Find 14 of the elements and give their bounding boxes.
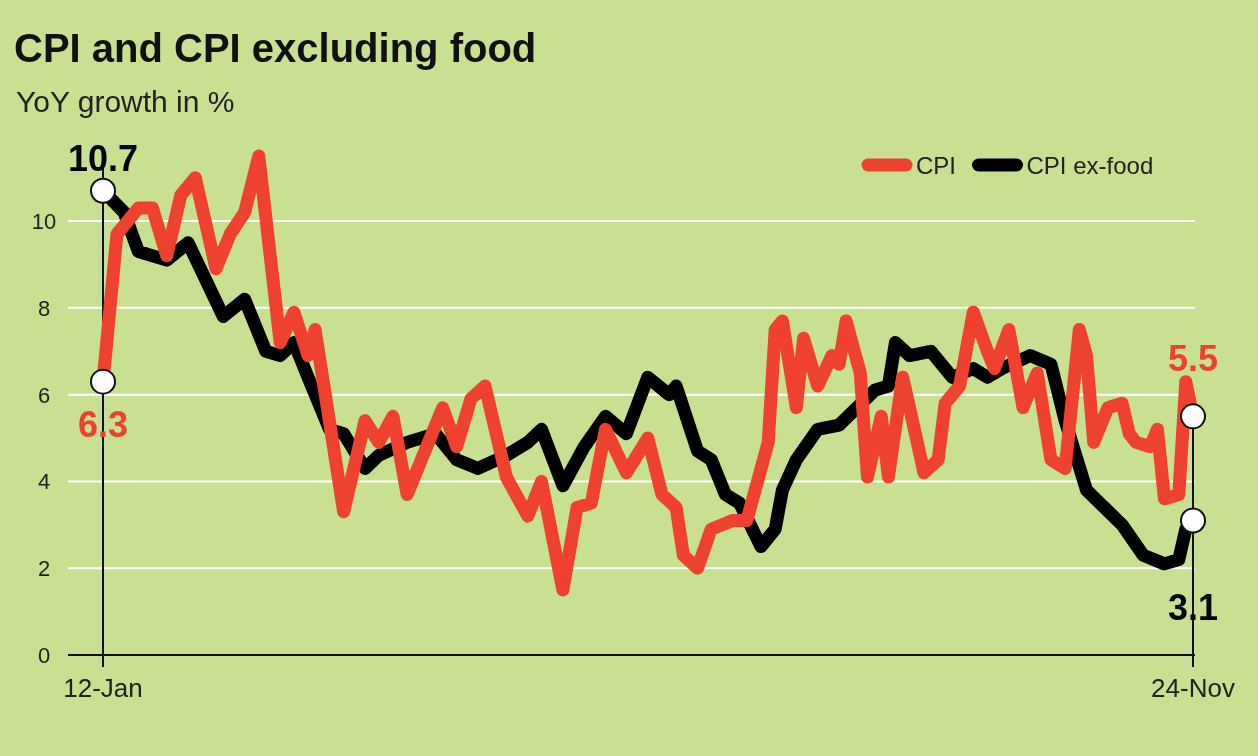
legend-label: CPI	[916, 152, 957, 179]
legend-label: CPI ex-food	[1026, 152, 1154, 179]
annotation: 5.5	[1167, 338, 1219, 380]
y-tick-label: 10	[31, 209, 57, 235]
y-tick-label: 6	[37, 382, 51, 408]
chart-subtitle: YoY growth in %	[16, 85, 235, 118]
y-tick-label: 4	[37, 469, 51, 495]
chart-title: CPI and CPI excluding food	[14, 26, 537, 70]
y-tick-label: 2	[37, 556, 51, 582]
y-tick-label: 8	[37, 295, 51, 321]
y-tick-label: 0	[37, 643, 51, 668]
annotation: 10.7	[67, 137, 139, 179]
x-tick-label: 12-Jan	[63, 673, 143, 703]
x-tick-label: 24-Nov	[1151, 673, 1235, 703]
